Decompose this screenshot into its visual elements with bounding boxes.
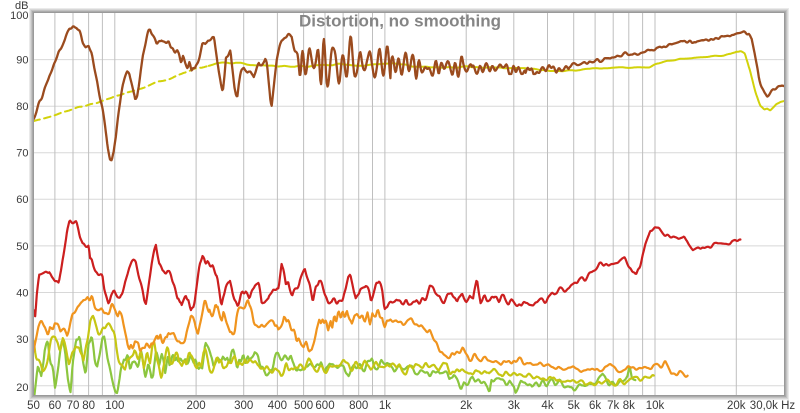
svg-text:40: 40 [16, 287, 28, 299]
svg-text:30,0k Hz: 30,0k Hz [750, 400, 796, 412]
svg-text:90: 90 [16, 55, 28, 67]
svg-text:70: 70 [16, 148, 28, 160]
svg-text:50: 50 [16, 241, 28, 253]
svg-text:400: 400 [268, 400, 287, 412]
svg-text:80: 80 [16, 101, 28, 113]
svg-text:10k: 10k [646, 400, 665, 412]
svg-text:80: 80 [82, 400, 95, 412]
svg-text:60: 60 [49, 400, 62, 412]
svg-text:70: 70 [67, 400, 80, 412]
svg-text:6k: 6k [589, 400, 601, 412]
svg-text:100: 100 [10, 10, 28, 22]
svg-text:600: 600 [315, 400, 334, 412]
svg-text:30: 30 [16, 334, 28, 346]
svg-text:200: 200 [187, 400, 206, 412]
svg-text:800: 800 [349, 400, 368, 412]
svg-text:4k: 4k [541, 400, 553, 412]
svg-text:Distortion, no smoothing: Distortion, no smoothing [299, 12, 501, 31]
svg-text:300: 300 [234, 400, 253, 412]
svg-text:60: 60 [16, 194, 28, 206]
svg-text:20k: 20k [727, 400, 746, 412]
svg-text:7k: 7k [607, 400, 619, 412]
svg-text:8k: 8k [623, 400, 635, 412]
svg-text:5k: 5k [568, 400, 580, 412]
svg-text:20: 20 [16, 382, 28, 394]
svg-text:dB: dB [15, 0, 28, 12]
svg-text:2k: 2k [460, 400, 472, 412]
svg-text:3k: 3k [508, 400, 520, 412]
svg-text:500: 500 [294, 400, 313, 412]
svg-text:100: 100 [105, 400, 124, 412]
svg-text:50: 50 [27, 400, 40, 412]
svg-text:1k: 1k [379, 400, 391, 412]
